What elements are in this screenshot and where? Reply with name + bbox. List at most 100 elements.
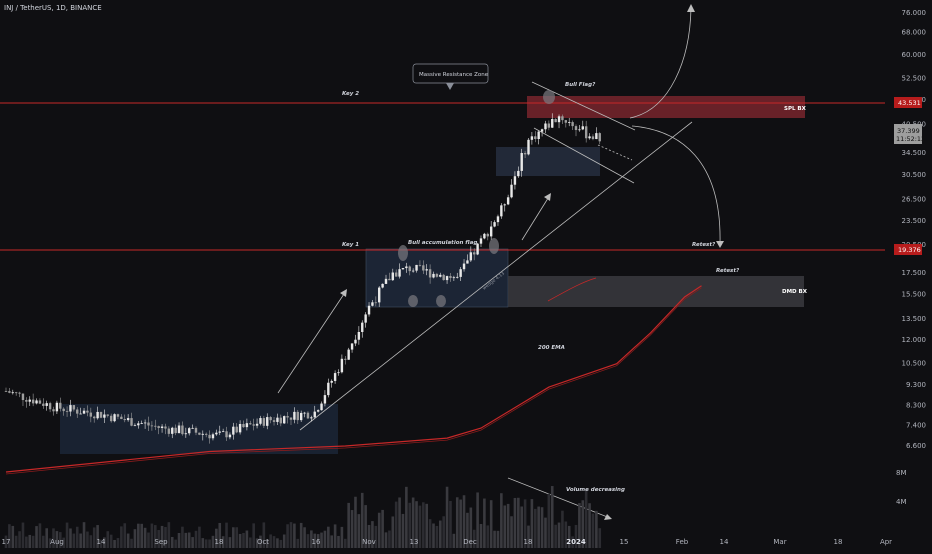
volume-bar: [160, 525, 164, 548]
candle-body: [59, 402, 62, 409]
price-axis-label: 30.500: [902, 171, 927, 179]
time-axis-label: 17: [2, 538, 11, 546]
candle-body: [130, 418, 133, 426]
volume-bar: [377, 512, 381, 548]
bull-flag-label[interactable]: Bull Flag?: [565, 82, 596, 88]
candle-body: [133, 425, 137, 427]
candle-body: [174, 427, 177, 434]
candle-body: [279, 417, 283, 424]
candle-body: [391, 272, 394, 281]
candle-body: [415, 264, 418, 271]
long-trendline[interactable]: [299, 121, 693, 431]
candle-body: [561, 116, 564, 121]
volume-bar: [170, 536, 174, 548]
volume-bar: [86, 531, 89, 548]
volume-bar: [428, 519, 432, 548]
candle-body: [18, 392, 21, 394]
volume-bar: [62, 537, 65, 548]
candle-body: [123, 419, 126, 421]
volume-bar: [245, 530, 249, 548]
volume-bar: [486, 525, 490, 548]
demand-zone-box[interactable]: [508, 276, 804, 307]
demand-zone-label[interactable]: DMD BX: [782, 289, 808, 295]
bull-accum-label[interactable]: Bull accumulation flag: [408, 240, 477, 246]
volume-bar: [38, 523, 42, 548]
candle-body: [164, 426, 167, 429]
volume-bar: [225, 522, 228, 548]
volume-bar: [89, 535, 93, 548]
volume-bar: [371, 521, 374, 548]
touch-marker[interactable]: [543, 90, 555, 104]
candle-body: [483, 233, 486, 239]
candle-body: [581, 126, 584, 130]
candle-body: [150, 425, 154, 427]
volume-decrease-line[interactable]: [507, 477, 611, 519]
candle-body: [523, 153, 527, 155]
retest-line-demand[interactable]: [547, 277, 597, 302]
candle-body: [442, 274, 445, 281]
last-price-tag[interactable]: 37.399 11:52:12: [894, 124, 925, 144]
dec-consolidation-box[interactable]: [496, 147, 600, 176]
bull-flag-upper-line[interactable]: [531, 81, 636, 131]
time-axis[interactable]: 17 Aug 14 Sep 18 Oct 16 Nov 13 Dec 18 2024 15 Feb 14 Ma…: [2, 538, 893, 546]
impulse-arrow-2[interactable]: [521, 194, 551, 241]
volume-bar: [126, 533, 130, 548]
price-axis-label: 10.500: [902, 360, 927, 368]
candle-body: [425, 269, 428, 271]
candle-body: [259, 418, 262, 424]
candle-body: [249, 423, 252, 425]
bull-flag-lower-line[interactable]: [533, 127, 635, 184]
retest-label-top[interactable]: Retest?: [692, 242, 716, 248]
volume-bar: [327, 526, 330, 548]
volume-bar: [357, 514, 361, 548]
candle-body: [418, 264, 422, 266]
volume-bar: [506, 503, 510, 548]
volume-bar: [164, 527, 167, 548]
candle-body: [584, 126, 588, 139]
candle-body: [218, 431, 221, 433]
candle-body: [459, 269, 462, 277]
candle-body: [8, 391, 11, 393]
volume-bar: [69, 528, 72, 548]
candle-body: [476, 243, 479, 255]
time-axis-label: Mar: [773, 538, 786, 546]
touch-marker[interactable]: [489, 238, 499, 254]
symbol-title[interactable]: INJ / TetherUS, 1D, BINANCE: [4, 4, 102, 12]
supply-zone-label[interactable]: SPL BX: [784, 106, 807, 112]
volume-axis-label: 4M: [896, 498, 907, 506]
rejection-projection-arrow[interactable]: [631, 125, 721, 245]
key2-label[interactable]: Key 2: [342, 91, 359, 97]
candle-body: [242, 424, 245, 428]
ema-label[interactable]: 200 EMA: [538, 345, 565, 351]
candle-body: [347, 349, 350, 360]
touch-marker[interactable]: [408, 295, 418, 307]
impulse-arrow-1[interactable]: [277, 290, 347, 394]
volume-bar: [483, 498, 486, 548]
volume-label[interactable]: Volume decreasing: [566, 487, 625, 493]
candle-body: [89, 412, 93, 417]
breakout-projection-arrow[interactable]: [629, 7, 692, 119]
volume-bar: [28, 534, 32, 548]
volume-bar: [221, 536, 225, 548]
volume-bar: [235, 527, 239, 548]
consolidation-box-aug-oct[interactable]: [60, 404, 338, 454]
key1-label[interactable]: Key 1: [342, 242, 359, 248]
key2-price-tag[interactable]: 43.531: [894, 97, 922, 108]
candle-body: [171, 427, 174, 434]
touch-marker[interactable]: [436, 295, 446, 307]
touch-marker[interactable]: [398, 245, 408, 261]
candle-body: [221, 431, 225, 433]
candle-body: [188, 428, 191, 434]
ema-200-line[interactable]: [5, 285, 702, 473]
key1-price-tag[interactable]: 19.376: [894, 244, 922, 255]
candle-body: [198, 432, 201, 435]
resistance-callout[interactable]: Massive Resistance Zone: [412, 63, 489, 90]
retest-label-demand[interactable]: Retest?: [716, 268, 740, 274]
candle-body: [513, 176, 517, 185]
volume-bar: [310, 530, 313, 548]
supply-zone-box[interactable]: [527, 96, 805, 118]
volume-bar: [120, 526, 123, 548]
candle-body: [371, 302, 374, 306]
